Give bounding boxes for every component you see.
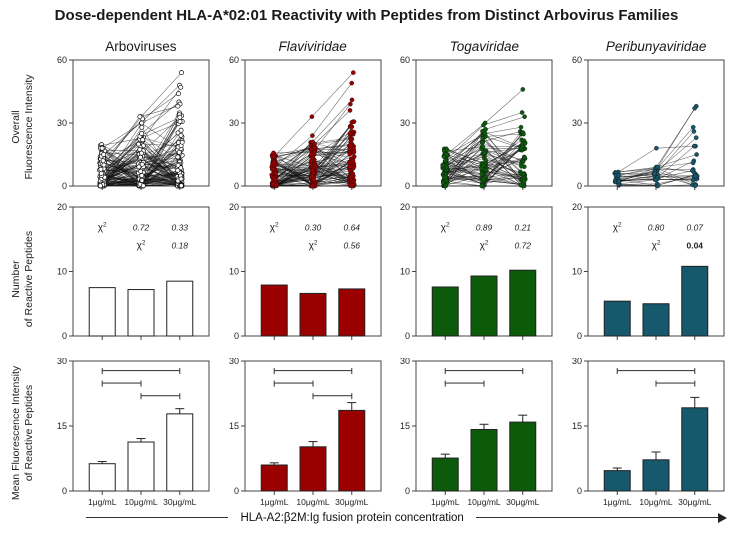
panel-flaviviridae-overall-fluorescence: 0 30 60 [229,55,382,191]
panel-flaviviridae-number-reactive: 0 10 20 χ2 0.30 0.64 χ2 0.56 [229,202,382,341]
svg-text:χ2: χ2 [136,240,145,252]
svg-text:χ2: χ2 [441,222,450,234]
arrow-right-icon [718,512,727,523]
svg-text:0: 0 [405,331,410,341]
svg-text:30μg/mL: 30μg/mL [507,497,541,507]
svg-text:15: 15 [229,421,239,431]
svg-text:χ2: χ2 [308,240,317,252]
svg-text:0: 0 [62,486,67,496]
svg-text:30: 30 [229,118,239,128]
svg-text:30: 30 [572,358,582,366]
axis-line-left [86,516,229,519]
x-axis-title: HLA-A2:β2M:Ig fusion protein concentrati… [240,511,464,524]
svg-text:10: 10 [400,267,410,277]
svg-text:10: 10 [572,267,582,277]
svg-text:60: 60 [229,55,239,65]
svg-text:10μg/mL: 10μg/mL [468,497,502,507]
svg-text:0: 0 [577,331,582,341]
svg-text:15: 15 [57,421,67,431]
svg-text:15: 15 [572,421,582,431]
svg-text:10μg/mL: 10μg/mL [640,497,674,507]
svg-text:0.89: 0.89 [476,223,493,233]
svg-text:0: 0 [62,181,67,191]
row-label-overall-fluorescence-intensity: Overall Fluorescence Intensity [9,74,35,180]
svg-text:30: 30 [57,118,67,128]
svg-text:15: 15 [400,421,410,431]
svg-text:0: 0 [405,181,410,191]
svg-text:χ2: χ2 [98,222,107,234]
svg-text:0: 0 [234,331,239,341]
row-label-mean-fluorescence-intensity: Mean Fluorescence Intensity of Reactive P… [9,365,35,501]
panel-peribunyaviridae-number-reactive: 0 10 20 χ2 0.80 0.07 χ2 0.04 [572,202,725,341]
column-header-arboviruses: Arboviruses [105,39,177,54]
panel-togaviridae-number-reactive: 0 10 20 χ2 0.89 0.21 χ2 0.72 [400,202,553,341]
grid-corner [0,30,46,54]
svg-text:0.64: 0.64 [343,223,360,233]
svg-text:0: 0 [62,331,67,341]
svg-text:10μg/mL: 10μg/mL [124,497,158,507]
svg-text:1μg/mL: 1μg/mL [260,497,289,507]
svg-text:10: 10 [57,267,67,277]
svg-text:0.33: 0.33 [171,223,188,233]
svg-text:30μg/mL: 30μg/mL [678,497,712,507]
svg-text:30: 30 [572,118,582,128]
svg-text:30: 30 [400,358,410,366]
axis-line-right [475,516,718,519]
svg-text:1μg/mL: 1μg/mL [88,497,117,507]
figure-title: Dose-dependent HLA-A*02:01 Reactivity wi… [54,7,679,24]
svg-text:30: 30 [57,358,67,366]
column-header-togaviridae: Togaviridae [449,39,520,54]
panel-peribunyaviridae-overall-fluorescence: 0 30 60 [572,55,725,191]
svg-text:χ2: χ2 [269,222,278,234]
row-label-number-of-reactive-peptides: Number of Reactive Peptides [9,230,35,328]
svg-text:60: 60 [400,55,410,65]
panel-arboviruses-overall-fluorescence: 0 30 60 [57,55,210,191]
panel-arboviruses-number-reactive: 0 10 20 χ2 0.72 0.33 χ2 0.18 [57,202,210,341]
svg-text:0.07: 0.07 [687,223,704,233]
svg-text:χ2: χ2 [480,240,489,252]
svg-text:10μg/mL: 10μg/mL [296,497,330,507]
svg-text:20: 20 [229,202,239,212]
svg-text:χ2: χ2 [652,240,661,252]
svg-text:1μg/mL: 1μg/mL [603,497,632,507]
svg-text:20: 20 [57,202,67,212]
panel-arboviruses-mean-fluorescence: 0 15 30 1μg/mL 10μg/mL 30μg/mL [57,358,210,507]
svg-text:0: 0 [577,486,582,496]
svg-text:0.80: 0.80 [648,223,665,233]
svg-text:0: 0 [577,181,582,191]
panel-flaviviridae-mean-fluorescence: 0 15 30 1μg/mL 10μg/mL 30μg/mL [229,358,382,507]
svg-text:30: 30 [400,118,410,128]
svg-text:0.21: 0.21 [515,223,532,233]
svg-text:0: 0 [234,181,239,191]
svg-text:0.72: 0.72 [515,241,532,251]
svg-text:χ2: χ2 [613,222,622,234]
x-axis-footer: HLA-A2:β2M:Ig fusion protein concentrati… [0,508,733,533]
svg-text:0.30: 0.30 [304,223,321,233]
column-header-flaviviridae: Flaviviridae [278,39,347,54]
svg-text:0: 0 [234,486,239,496]
svg-text:0.04: 0.04 [687,241,704,251]
panel-togaviridae-mean-fluorescence: 0 15 30 1μg/mL 10μg/mL 30μg/mL [400,358,553,507]
svg-text:30μg/mL: 30μg/mL [163,497,197,507]
column-header-peribunyaviridae: Peribunyaviridae [605,39,707,54]
svg-text:30: 30 [229,358,239,366]
panel-peribunyaviridae-mean-fluorescence: 0 15 30 1μg/mL 10μg/mL 30μg/mL [572,358,725,507]
svg-text:20: 20 [572,202,582,212]
panel-togaviridae-overall-fluorescence: 0 30 60 [400,55,553,191]
svg-text:60: 60 [57,55,67,65]
svg-text:20: 20 [400,202,410,212]
svg-text:1μg/mL: 1μg/mL [431,497,460,507]
svg-text:60: 60 [572,55,582,65]
svg-text:0: 0 [405,486,410,496]
svg-text:10: 10 [229,267,239,277]
svg-text:0.18: 0.18 [171,241,188,251]
svg-text:0.72: 0.72 [133,223,150,233]
svg-text:30μg/mL: 30μg/mL [335,497,369,507]
panel-grid: Arboviruses Flaviviridae Togaviridae Per… [0,30,733,508]
svg-text:0.56: 0.56 [343,241,360,251]
